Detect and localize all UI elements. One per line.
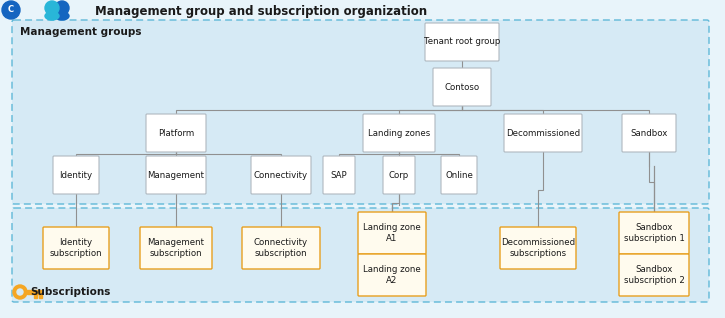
FancyBboxPatch shape [140, 227, 212, 269]
Text: Connectivity: Connectivity [254, 170, 308, 179]
FancyBboxPatch shape [500, 227, 576, 269]
FancyBboxPatch shape [433, 68, 491, 106]
Bar [39, 294, 42, 298]
Ellipse shape [45, 12, 59, 20]
Ellipse shape [55, 12, 69, 20]
Text: Identity: Identity [59, 170, 93, 179]
Circle shape [45, 1, 59, 15]
Circle shape [55, 1, 69, 15]
Text: SAP: SAP [331, 170, 347, 179]
FancyBboxPatch shape [441, 156, 477, 194]
Circle shape [17, 289, 23, 295]
Text: Management groups: Management groups [20, 27, 141, 37]
Text: Management
subscription: Management subscription [147, 238, 204, 258]
Bar [27, 290, 41, 294]
Text: Landing zone
A1: Landing zone A1 [363, 223, 421, 243]
Text: C: C [8, 5, 14, 15]
FancyBboxPatch shape [0, 0, 725, 18]
Text: Sandbox
subscription 1: Sandbox subscription 1 [624, 223, 684, 243]
Text: Online: Online [445, 170, 473, 179]
Text: Sandbox: Sandbox [630, 128, 668, 137]
Circle shape [2, 1, 20, 19]
Text: Tenant root group: Tenant root group [424, 38, 500, 46]
FancyBboxPatch shape [619, 212, 689, 254]
Text: Decommissioned
subscriptions: Decommissioned subscriptions [501, 238, 575, 258]
FancyBboxPatch shape [53, 156, 99, 194]
Text: Contoso: Contoso [444, 82, 479, 92]
FancyBboxPatch shape [619, 254, 689, 296]
Text: Sandbox
subscription 2: Sandbox subscription 2 [624, 265, 684, 285]
FancyBboxPatch shape [146, 156, 206, 194]
Text: Platform: Platform [158, 128, 194, 137]
Circle shape [13, 285, 27, 299]
FancyBboxPatch shape [383, 156, 415, 194]
Text: Landing zone
A2: Landing zone A2 [363, 265, 421, 285]
FancyBboxPatch shape [363, 114, 435, 152]
Text: Decommissioned: Decommissioned [506, 128, 580, 137]
FancyBboxPatch shape [146, 114, 206, 152]
Text: Connectivity
subscription: Connectivity subscription [254, 238, 308, 258]
Bar [34, 294, 37, 298]
FancyBboxPatch shape [251, 156, 311, 194]
FancyBboxPatch shape [323, 156, 355, 194]
Text: Corp: Corp [389, 170, 409, 179]
Text: Identity
subscription: Identity subscription [50, 238, 102, 258]
FancyBboxPatch shape [622, 114, 676, 152]
FancyBboxPatch shape [12, 20, 709, 204]
Text: Management: Management [147, 170, 204, 179]
FancyBboxPatch shape [504, 114, 582, 152]
FancyBboxPatch shape [43, 227, 109, 269]
Text: Management group and subscription organization: Management group and subscription organi… [95, 4, 427, 17]
Text: Landing zones: Landing zones [368, 128, 430, 137]
FancyBboxPatch shape [12, 208, 709, 302]
FancyBboxPatch shape [425, 23, 499, 61]
FancyBboxPatch shape [242, 227, 320, 269]
Text: Subscriptions: Subscriptions [30, 287, 110, 297]
FancyBboxPatch shape [358, 212, 426, 254]
FancyBboxPatch shape [358, 254, 426, 296]
